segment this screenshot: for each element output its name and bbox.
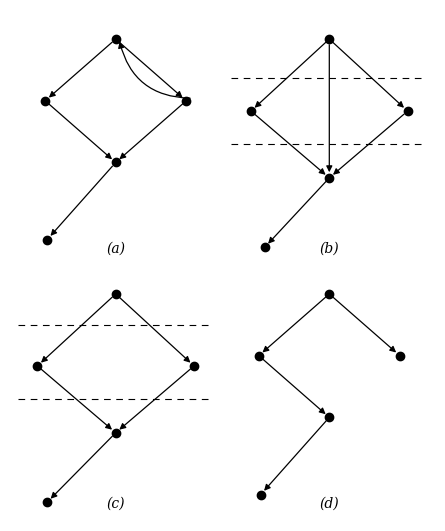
Text: (c): (c) [106, 496, 125, 510]
Text: (a): (a) [106, 241, 125, 255]
Text: (d): (d) [320, 496, 339, 510]
Text: (b): (b) [320, 241, 339, 255]
